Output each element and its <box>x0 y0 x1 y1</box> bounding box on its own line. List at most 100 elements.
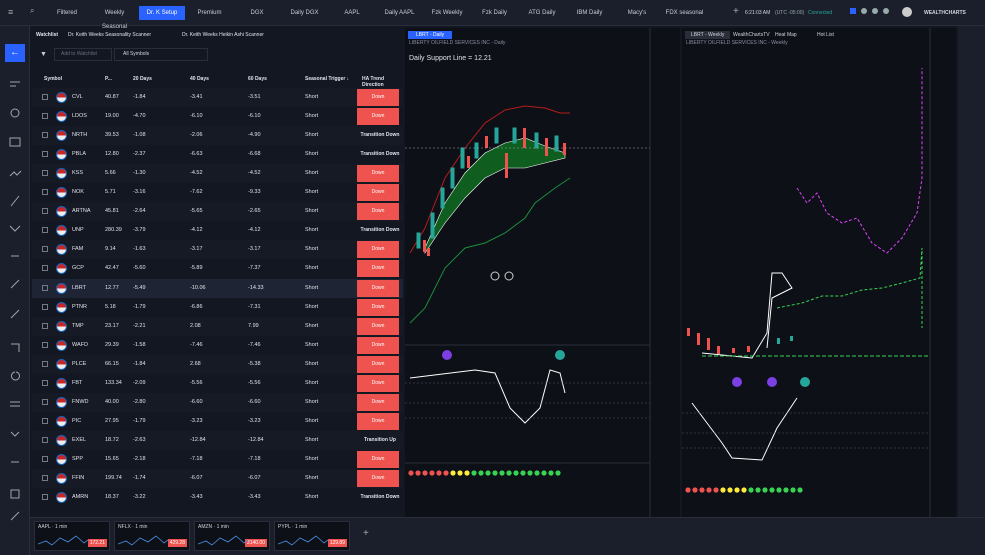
symbol: FFIN <box>72 475 85 481</box>
add-mini[interactable]: + <box>363 528 369 539</box>
tab[interactable]: Fzk Daily <box>482 10 507 16</box>
table-row[interactable]: KSS 5.66 -1.30 -4.52 -4.52 Short Down <box>32 164 403 184</box>
tab[interactable]: ATG Daily <box>528 10 556 16</box>
checkbox[interactable] <box>42 265 48 272</box>
checkbox[interactable] <box>42 322 48 329</box>
help[interactable] <box>883 8 889 14</box>
tab[interactable]: Premium <box>197 10 222 16</box>
checkbox[interactable] <box>42 113 48 120</box>
column-header[interactable]: 60 Days <box>248 76 267 82</box>
checkbox[interactable] <box>42 494 48 501</box>
checkbox[interactable] <box>42 379 48 386</box>
table-row[interactable]: UNP 280.39 -3.79 -4.12 -4.12 Short Transition … <box>32 221 403 240</box>
scanner-tab[interactable]: Dr. Keith Weeks Seasonality Scanner <box>68 32 152 38</box>
table-row[interactable]: NOK 5.71 -3.16 -7.62 -9.33 Short Down <box>32 183 403 202</box>
tab[interactable]: FDX seasonal <box>665 10 704 16</box>
chart-tab[interactable]: LBRT - Weekly <box>685 31 731 39</box>
mini-label: AAPL · 1 min <box>38 524 68 530</box>
table-row[interactable]: TMP 23.17 -2.21 2.08 7.99 Short Down <box>32 316 403 336</box>
table-row[interactable]: LDOS 19.00 -4.70 -6.10 -6.10 Short Down <box>32 107 403 126</box>
mini-chart[interactable]: AMZN · 1 min 3140.00 <box>194 521 270 551</box>
column-header[interactable]: P... <box>105 76 112 82</box>
checkbox[interactable] <box>42 303 48 310</box>
checkbox[interactable] <box>42 436 48 443</box>
mini-chart[interactable]: NFLX · 1 min 429.28 <box>114 521 190 551</box>
table-row[interactable]: FFIN 199.74 -1.74 -6.07 -6.07 Short Down <box>32 469 403 488</box>
column-header[interactable]: Symbol <box>44 76 63 82</box>
checkbox[interactable] <box>42 398 48 405</box>
mini-chart[interactable]: AAPL · 1 min 172.21 <box>34 521 110 551</box>
table-row[interactable]: AMRN 18.37 -3.22 -3.43 -3.43 Short Transition … <box>32 488 403 507</box>
checkbox[interactable] <box>42 341 48 348</box>
tab[interactable]: Daily DGX <box>290 10 319 16</box>
table-row[interactable]: PBLA 12.80 -2.37 -6.63 -6.68 Short Transition … <box>32 145 403 164</box>
table-row[interactable]: NRTH 39.53 -1.08 -2.06 -4.90 Short Transition … <box>32 126 403 146</box>
signal-dot <box>548 470 554 476</box>
tab[interactable]: Fzk Weekly <box>431 10 463 16</box>
tab[interactable]: AAPL <box>344 10 360 16</box>
checkbox[interactable] <box>42 246 48 253</box>
mini-chart[interactable]: PYPL · 1 min 129.89 <box>274 521 350 551</box>
table-row[interactable]: SPP 15.65 -2.18 -7.18 -7.18 Short Down <box>32 450 403 469</box>
chart-tab[interactable]: WealthChartsTV <box>733 32 770 38</box>
search-icon[interactable]: ⌕ <box>30 6 35 15</box>
checkbox[interactable] <box>42 94 48 100</box>
filter-icon[interactable]: ▼ <box>40 51 47 58</box>
scanner-tab[interactable]: Dr. Keith Weeks Heikin Ashi Scanner <box>182 32 264 38</box>
checkbox[interactable] <box>42 208 48 215</box>
ha-trend: Transition Down <box>360 494 400 501</box>
tab[interactable]: Daily AAPL <box>384 10 415 16</box>
alerts[interactable] <box>861 8 867 14</box>
cell: -6.68 <box>248 151 261 158</box>
cell: -3.43 <box>190 494 203 501</box>
tab[interactable]: IBM Daily <box>576 10 603 16</box>
checkbox[interactable] <box>42 360 48 367</box>
sparkline <box>198 535 248 546</box>
table-row[interactable]: ARTNA 45.81 -2.64 -5.65 -2.65 Short Down <box>32 202 403 222</box>
table-row[interactable]: EXEL 18.72 -2.63 -12.84 -12.84 Short Transitio… <box>32 430 403 450</box>
chart-tab[interactable]: Heat Map <box>775 32 797 38</box>
chart-tab[interactable]: LBRT - Daily <box>408 31 453 39</box>
table-row[interactable]: PTNR 5.18 -1.79 -6.86 -7.31 Short Down <box>32 298 403 317</box>
add-tab[interactable]: + <box>733 6 739 17</box>
symbol-filter[interactable]: All Symbols <box>114 48 208 61</box>
save[interactable] <box>850 8 856 14</box>
column-header[interactable]: HA Trend Direction <box>362 76 385 88</box>
tab[interactable]: Macy's <box>627 10 647 16</box>
checkbox[interactable] <box>42 170 48 177</box>
table-row[interactable]: FAM 9.14 -1.63 -3.17 -3.17 Short Down <box>32 240 403 260</box>
column-header[interactable]: Seasonal Trigger ↓ <box>305 76 350 82</box>
chart-tab[interactable]: Hot List <box>817 32 834 38</box>
tab[interactable]: Weekly Seasonal <box>101 10 128 30</box>
table-row[interactable]: GCP 42.47 -5.60 -5.89 -7.37 Short Down <box>32 259 403 278</box>
checkbox[interactable] <box>42 455 48 462</box>
settings[interactable] <box>872 8 878 14</box>
checkbox[interactable] <box>42 284 48 291</box>
back-button[interactable]: ← <box>5 44 25 62</box>
avatar[interactable] <box>902 7 912 17</box>
cell: 45.81 <box>105 208 119 215</box>
table-row[interactable]: PIC 27.95 -1.79 -3.23 -3.23 Short Down <box>32 412 403 431</box>
cell: -1.79 <box>133 417 146 424</box>
tab[interactable]: Dr. K Setup <box>139 6 185 20</box>
checkbox[interactable] <box>42 189 48 196</box>
checkbox[interactable] <box>42 475 48 481</box>
menu-icon[interactable]: ≡ <box>8 7 14 17</box>
checkbox[interactable] <box>42 227 48 234</box>
add-watchlist-button[interactable]: Add to Watchlist <box>54 48 112 61</box>
icons <box>850 8 890 17</box>
checkbox[interactable] <box>42 417 48 424</box>
column-header[interactable]: 40 Days <box>190 76 209 82</box>
tab[interactable]: DGX <box>250 10 264 16</box>
table-row[interactable]: CVL 40.87 -1.84 -3.41 -3.51 Short Down <box>32 88 403 107</box>
checkbox[interactable] <box>42 132 48 139</box>
table-row[interactable]: FBT 133.34 -2.09 -5.56 -5.56 Short Down <box>32 374 403 393</box>
table-row[interactable]: WAFD 29.39 -1.58 -7.46 -7.46 Short Down <box>32 336 403 355</box>
tab[interactable]: Filtered <box>56 10 77 16</box>
table-row[interactable]: PLCE 66.15 -1.84 2.68 -5.38 Short Down <box>32 354 403 374</box>
column-header[interactable]: 20 Days <box>133 76 152 82</box>
cell: -3.22 <box>133 494 146 501</box>
table-row[interactable]: LBRT 12.77 -5.49 -10.06 -14.33 Short Down <box>32 278 403 298</box>
checkbox[interactable] <box>42 151 48 158</box>
table-row[interactable]: FNWD 40.00 -2.80 -6.60 -6.60 Short Down <box>32 392 403 412</box>
